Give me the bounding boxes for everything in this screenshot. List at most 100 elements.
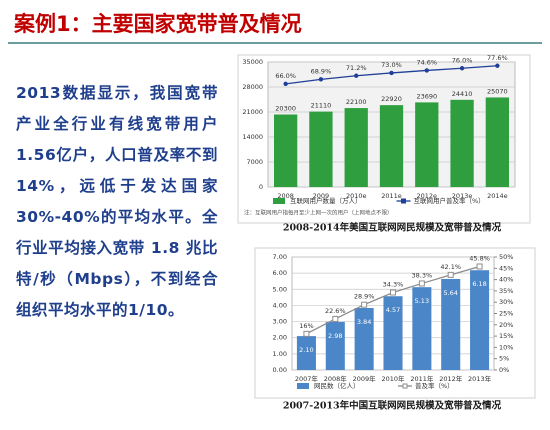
y2-tick-label: 35% (499, 287, 513, 295)
bar (354, 308, 374, 370)
bar (379, 105, 404, 187)
line-marker (447, 271, 454, 278)
bar (273, 114, 298, 187)
bar (470, 270, 490, 370)
line-value-label: 42.1% (440, 263, 461, 271)
line-value-label: 73.0% (381, 61, 402, 69)
line-marker (424, 68, 429, 73)
line-value-label: 76.0% (452, 56, 473, 64)
bar-value-label: 21110 (311, 102, 332, 110)
line-marker (459, 66, 465, 71)
bar-value-label: 24410 (452, 90, 473, 98)
bar-value-label: 20300 (275, 105, 296, 113)
bar (325, 321, 345, 370)
bar (344, 108, 368, 187)
title-rule (8, 42, 542, 44)
x-tick-label: 2013e (452, 192, 473, 200)
x-tick-label: 2007年 (295, 374, 319, 383)
x-tick-label: 2014e (487, 192, 508, 200)
line-value-label: 28.9% (354, 293, 375, 301)
line-marker (354, 73, 359, 78)
line-value-label: 38.3% (412, 271, 433, 279)
x-tick-label: 2009年 (353, 374, 377, 383)
bar-value-label: 5.13 (415, 297, 429, 305)
line-value-label: 68.9% (311, 67, 332, 75)
line-marker (476, 263, 483, 270)
bar (441, 278, 461, 370)
x-tick-label: 2011年 (410, 374, 434, 383)
y-tick-label: 6.00 (273, 269, 287, 277)
y-tick-label: 3.00 (273, 318, 287, 326)
chart-frame (254, 247, 536, 399)
legend-label: 互联网用户普及率（%） (414, 196, 485, 205)
x-tick-label: 2009 (313, 192, 330, 200)
y-tick-label: 7.00 (273, 253, 287, 261)
x-tick-label: 2008年 (324, 374, 348, 383)
y-tick-label: 21000 (242, 108, 263, 116)
line-marker (495, 63, 500, 68)
chart-note: 注：互联网用户指每月至少上网一次的用户（上网地点不限） (244, 209, 393, 217)
bar-value-label: 3.84 (357, 318, 371, 326)
x-tick-label: 2008 (277, 192, 294, 200)
line-value-label: 16% (299, 322, 313, 330)
chart-frame (237, 54, 531, 224)
bar (450, 99, 474, 187)
y2-tick-label: 45% (499, 264, 513, 272)
bar-value-label: 4.57 (386, 306, 400, 314)
bar-value-label: 2.98 (328, 332, 342, 340)
bar-value-label: 2.10 (299, 346, 313, 354)
y2-tick-label: 30% (499, 298, 513, 306)
legend-marker (402, 383, 408, 389)
y2-tick-label: 10% (499, 343, 513, 351)
bar-value-label: 5.64 (443, 289, 457, 297)
y-tick-label: 35000 (242, 58, 263, 66)
line-value-label: 71.2% (346, 64, 367, 72)
bar (485, 97, 510, 187)
y-tick-label: 7000 (246, 158, 263, 166)
legend-label: 普及率（%） (415, 381, 454, 390)
line-marker (418, 280, 425, 287)
y-tick-label: 4.00 (273, 301, 287, 309)
legend-swatch (297, 383, 309, 389)
legend-swatch (273, 198, 285, 204)
y-tick-label: 0 (259, 183, 263, 191)
y2-tick-label: 5% (499, 355, 509, 363)
y-tick-label: 0.00 (273, 366, 287, 374)
legend-label: 互联网用户数量（万人） (290, 196, 362, 205)
bar-value-label: 22100 (346, 98, 367, 106)
bar (296, 336, 316, 370)
line-value-label: 22.6% (325, 307, 346, 315)
y-tick-label: 1.00 (273, 350, 287, 358)
line-marker (361, 301, 368, 308)
y2-tick-label: 20% (499, 321, 513, 329)
line-marker (318, 77, 324, 82)
line-marker (390, 289, 396, 296)
x-tick-label: 2012e (417, 192, 438, 200)
y2-tick-label: 0% (499, 366, 509, 374)
bar-value-label: 6.18 (472, 280, 486, 288)
legend-label: 网民数（亿人） (314, 381, 360, 390)
line-value-label: 34.3% (383, 280, 404, 288)
y-tick-label: 5.00 (273, 285, 287, 293)
x-tick-label: 2013年 (468, 374, 492, 383)
body-text: 2013数据显示，我国宽带产业全行业有线宽带用户1.56亿户，人口普及率不到14… (16, 84, 218, 319)
line-value-label: 77.6% (487, 54, 508, 62)
bar (383, 296, 403, 370)
x-tick-label: 2012年 (439, 374, 463, 383)
legend-marker (401, 198, 406, 204)
y2-tick-label: 25% (499, 310, 513, 318)
y2-tick-label: 40% (499, 276, 513, 284)
bar-value-label: 22920 (381, 95, 402, 103)
line-value-label: 74.6% (416, 58, 437, 66)
x-tick-label: 2010e (346, 192, 367, 200)
chart-caption: 2008-2014年美国互联网网民规模及宽带普及情况 (283, 222, 502, 234)
line-value-label: 66.0% (275, 72, 296, 80)
line-marker (303, 330, 310, 337)
line-marker (389, 70, 394, 76)
y2-tick-label: 50% (499, 253, 513, 261)
bar (412, 287, 432, 370)
chart-caption: 2007-2013年中国互联网网民规模及宽带普及情况 (283, 400, 502, 412)
bar (415, 102, 439, 187)
